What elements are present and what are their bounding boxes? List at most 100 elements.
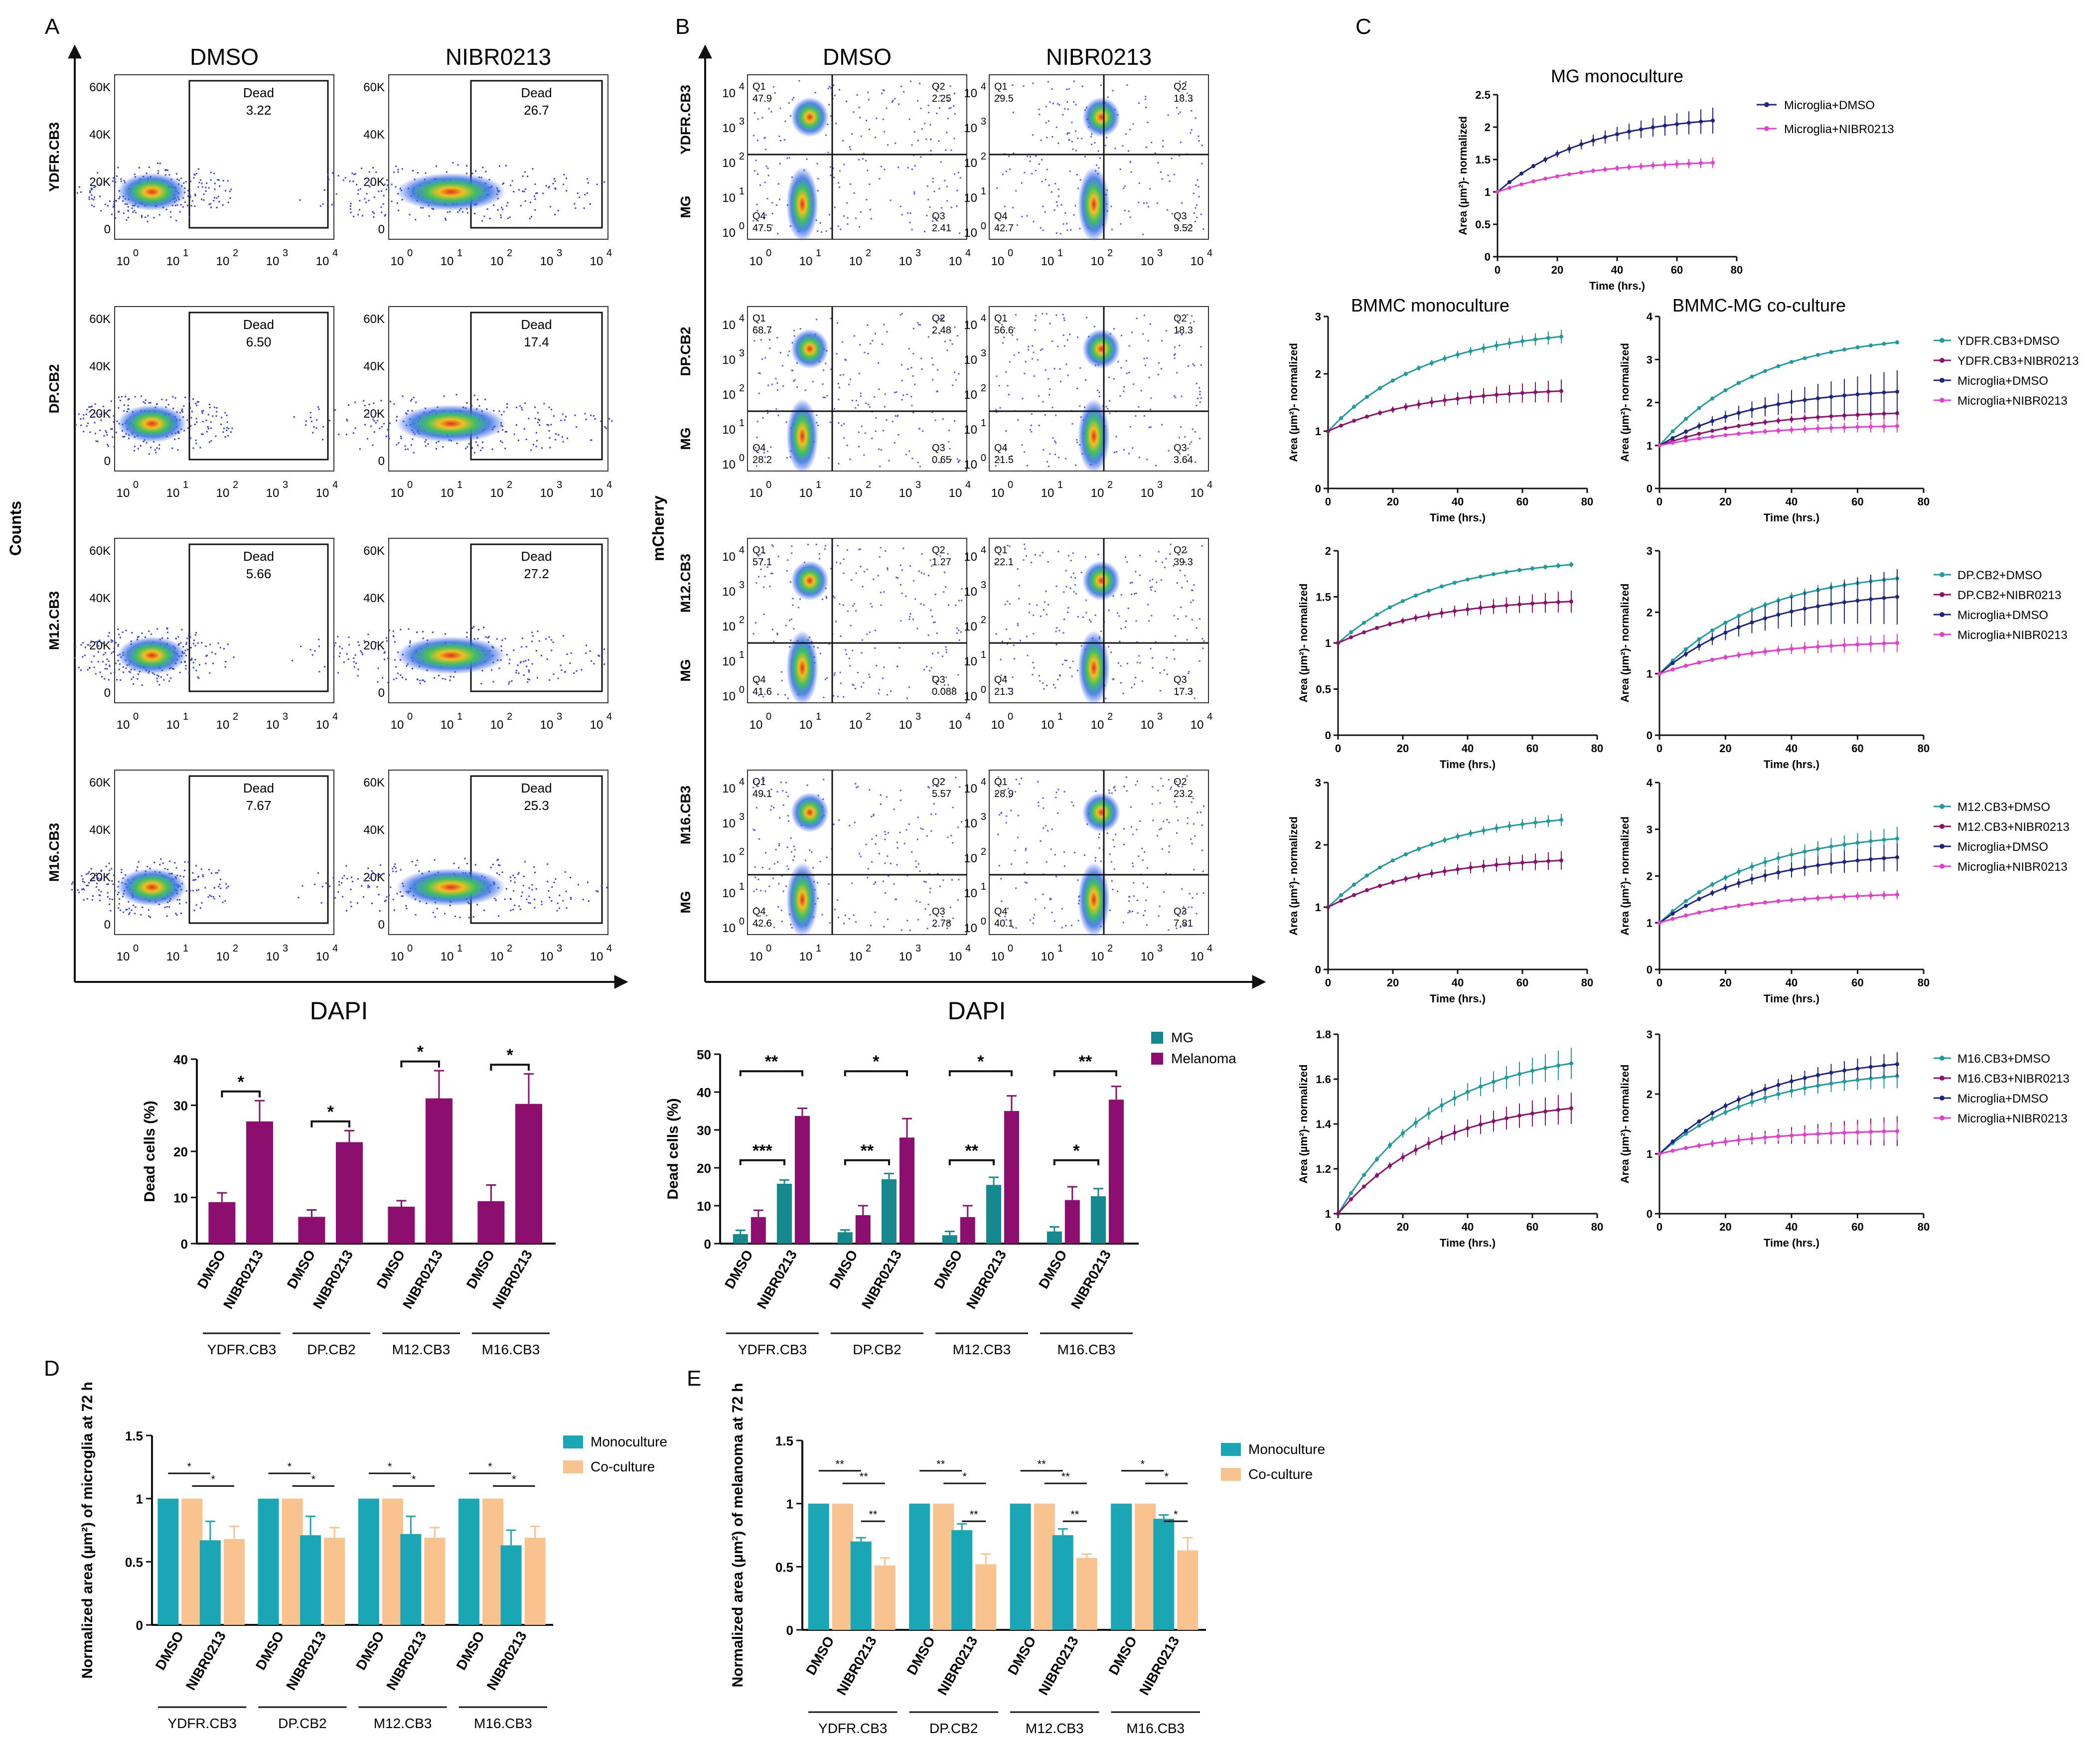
x-tick-base: 10 [1091, 718, 1104, 732]
event-dot [1120, 223, 1122, 225]
event-dot [781, 875, 783, 877]
event-dot [752, 135, 754, 137]
event-dot [1061, 927, 1063, 929]
y-tick-exponent: 2 [739, 846, 745, 857]
x-axis-title: DAPI [310, 997, 368, 1025]
event-dot [471, 627, 473, 629]
panel-letter-a: A [45, 14, 60, 39]
event-dot [1076, 442, 1078, 444]
x-tick-base: 10 [949, 255, 962, 268]
event-dot [148, 453, 150, 455]
event-dot [453, 862, 455, 864]
bar [733, 1234, 748, 1244]
event-dot [80, 424, 82, 426]
event-dot [596, 890, 598, 892]
category-label: DMSO [722, 1248, 756, 1291]
event-dot [82, 878, 84, 880]
event-dot [178, 438, 180, 440]
event-dot [1006, 628, 1008, 630]
event-dot [849, 824, 851, 826]
event-dot [353, 657, 355, 659]
event-dot [859, 344, 861, 346]
event-dot [99, 413, 101, 415]
event-dot [95, 641, 97, 643]
event-dot [349, 208, 351, 210]
event-dot [1193, 584, 1195, 586]
significance-star: * [1164, 1470, 1169, 1483]
event-dot [224, 666, 226, 668]
event-dot [932, 364, 934, 366]
event-dot [873, 883, 875, 885]
quadrant-name: Q4 [752, 211, 766, 222]
event-dot [108, 903, 110, 905]
event-dot [533, 444, 535, 446]
event-dot [99, 878, 101, 880]
event-dot [202, 875, 204, 877]
event-dot [570, 877, 572, 879]
event-dot [534, 198, 536, 200]
event-dot [879, 689, 881, 691]
event-dot [1128, 453, 1130, 455]
event-dot [953, 105, 955, 107]
event-dot [539, 419, 541, 421]
event-dot [1045, 106, 1047, 108]
event-dot [1024, 171, 1026, 173]
event-dot [1038, 395, 1040, 397]
event-dot [1049, 394, 1050, 396]
event-dot [1181, 888, 1183, 890]
event-dot [881, 93, 883, 95]
event-dot [197, 875, 199, 877]
event-dot [115, 181, 117, 183]
event-dot [122, 666, 124, 668]
event-dot [832, 167, 834, 169]
event-dot [180, 912, 182, 914]
event-dot [393, 636, 395, 637]
event-dot [1002, 342, 1004, 344]
bar [882, 1179, 897, 1244]
event-dot [1076, 173, 1078, 175]
event-dot [1191, 315, 1193, 317]
event-dot [192, 666, 194, 668]
event-dot [778, 843, 780, 845]
event-dot [379, 864, 381, 866]
legend-label: Melanoma [1171, 1051, 1236, 1066]
event-dot [1024, 543, 1026, 545]
event-dot [824, 548, 826, 550]
event-dot [417, 678, 419, 680]
event-dot [1032, 673, 1034, 675]
event-dot [1165, 872, 1167, 874]
bar [1177, 1550, 1199, 1630]
event-dot [1197, 811, 1199, 813]
x-tick-exponent: 4 [965, 248, 971, 259]
x-tick-exponent: 1 [1057, 248, 1063, 259]
event-dot [552, 182, 554, 184]
event-dot [193, 639, 195, 641]
event-dot [498, 874, 500, 876]
event-dot [229, 190, 231, 192]
event-dot [197, 401, 199, 403]
event-dot [1098, 167, 1100, 169]
event-dot [1133, 895, 1135, 897]
event-dot [135, 212, 137, 214]
significance-bracket [221, 1090, 261, 1098]
y-tick-exponent: 4 [739, 81, 745, 92]
event-dot [930, 830, 932, 832]
event-dot [563, 173, 565, 175]
event-dot [1190, 224, 1192, 226]
event-dot [115, 662, 117, 664]
event-dot [837, 383, 839, 385]
quadrant-name: Q1 [752, 545, 766, 556]
event-dot [1168, 779, 1170, 781]
event-dot [127, 206, 129, 208]
event-dot [382, 677, 384, 679]
event-dot [387, 682, 389, 684]
event-dot [821, 598, 823, 600]
event-dot [1046, 313, 1048, 315]
event-dot [1040, 840, 1042, 842]
x-tick-base: 10 [490, 950, 504, 963]
event-dot [357, 675, 359, 677]
event-dot [1066, 88, 1068, 90]
x-tick-exponent: 4 [606, 711, 612, 722]
event-dot [318, 638, 320, 640]
